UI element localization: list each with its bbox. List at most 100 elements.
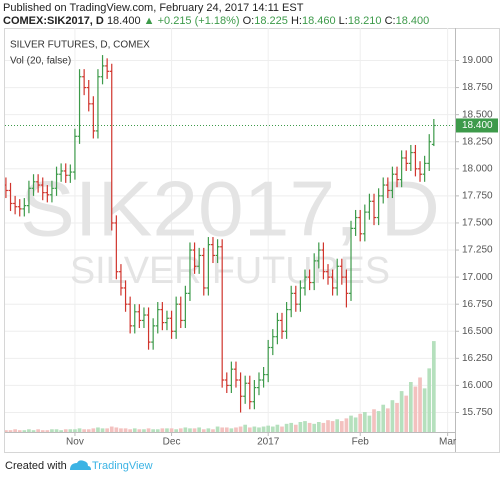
volume-bar [238,426,243,432]
volume-bar [316,422,321,432]
y-tick-label: 15.750 [462,407,493,418]
volume-bar [128,429,132,432]
volume-bar [109,426,114,432]
last-price-box [456,118,498,133]
y-tick-label: 17.500 [462,218,493,229]
volume-bar [201,429,206,432]
volume-bar [5,430,8,432]
volume-bar [63,429,68,432]
volume-bar [8,430,13,432]
volume-bar [362,412,367,432]
volume-bar [418,377,422,432]
volume-bar [335,419,340,432]
volume-bar [312,423,317,432]
volume-bar [40,430,45,432]
volume-bar [211,429,215,432]
volume-bar [215,426,220,432]
volume-bar [142,429,146,432]
ohlc-label: C: [385,15,396,27]
volume-bar [257,427,261,432]
ohlc-label: O: [243,15,255,27]
volume-bar [307,422,312,432]
logo-icon [70,460,91,470]
volume-bar [243,424,248,432]
volume-bar [234,427,238,432]
volume-bar [73,429,77,432]
volume-bar [151,429,155,432]
volume-bar [197,427,202,432]
legend-entry: Vol (20, false) [10,56,71,67]
x-tick-label: Feb [352,437,370,448]
volume-bar [395,402,399,432]
volume-bar [358,413,363,432]
volume-bar [169,428,174,432]
volume-bar [367,415,372,432]
y-tick-label: 18.750 [462,82,493,93]
volume-bar [326,420,330,432]
volume-bar [372,409,376,432]
volume-bar [22,430,27,432]
footer-brand: TradingView [92,460,153,472]
y-tick-label: 16.500 [462,326,493,337]
volume-bar [220,427,225,432]
footer-created: Created with [5,460,67,472]
ohlc-value: 18.225 [254,15,288,27]
volume-pane [5,341,436,432]
volume-bar [289,422,294,432]
change: ▲ +0.215 (+1.18%) [144,15,240,27]
volume-bar [431,341,436,432]
volume-bar [408,382,413,432]
symbol: COMEX:SIK2017, D [3,15,104,27]
volume-bar [188,428,192,432]
ohlc-value: 18.400 [396,15,430,27]
volume-bar [86,429,91,432]
y-tick-label: 17.250 [462,245,493,256]
volume-bar [404,395,409,432]
volume-bar [261,426,266,432]
volume-bar [247,427,252,432]
volume-bar [178,428,183,432]
y-tick-label: 19.000 [462,55,493,66]
y-tick-label: 18.250 [462,136,493,147]
volume-bar [146,428,151,432]
y-tick-label: 16.000 [462,380,493,391]
y-tick-label: 17.750 [462,191,493,202]
volume-bar [96,427,100,432]
x-tick-label: Nov [66,437,84,448]
ohlc-label: L: [339,15,348,27]
volume-bar [183,427,188,432]
volume-bar [91,428,96,432]
last-price-label: 18.400 [462,120,493,131]
volume-bar [82,429,86,432]
volume-bar [349,415,353,432]
price-pane [5,55,455,413]
volume-bar [45,430,50,432]
y-tick-label: 16.750 [462,299,493,310]
volume-bar [54,429,59,432]
volume-bar [160,428,165,432]
volume-bar [192,428,197,432]
volume-bar [413,386,418,432]
y-tick-label: 18.500 [462,109,493,120]
volume-bar [165,428,169,432]
volume-bar [270,426,275,432]
volume-bar [105,428,109,432]
volume-bar [17,430,22,432]
volume-bar [293,424,298,432]
volume-bar [137,429,142,432]
volume-bar [206,428,211,432]
volume-bar [119,428,123,432]
volume-bar [427,368,432,432]
axes: 15.750 16.000 16.250 16.500 16.750 17.000 17.2… [66,55,498,448]
volume-bar [68,429,73,432]
volume-bar [100,428,105,432]
volume-bar [266,425,271,432]
volume-bar [298,422,303,432]
volume-bar [422,388,427,432]
x-tick-label: Mar [439,437,457,448]
volume-bar [59,430,63,432]
volume-bar [353,417,358,432]
volume-bar [155,429,160,432]
volume-bar [399,391,404,432]
